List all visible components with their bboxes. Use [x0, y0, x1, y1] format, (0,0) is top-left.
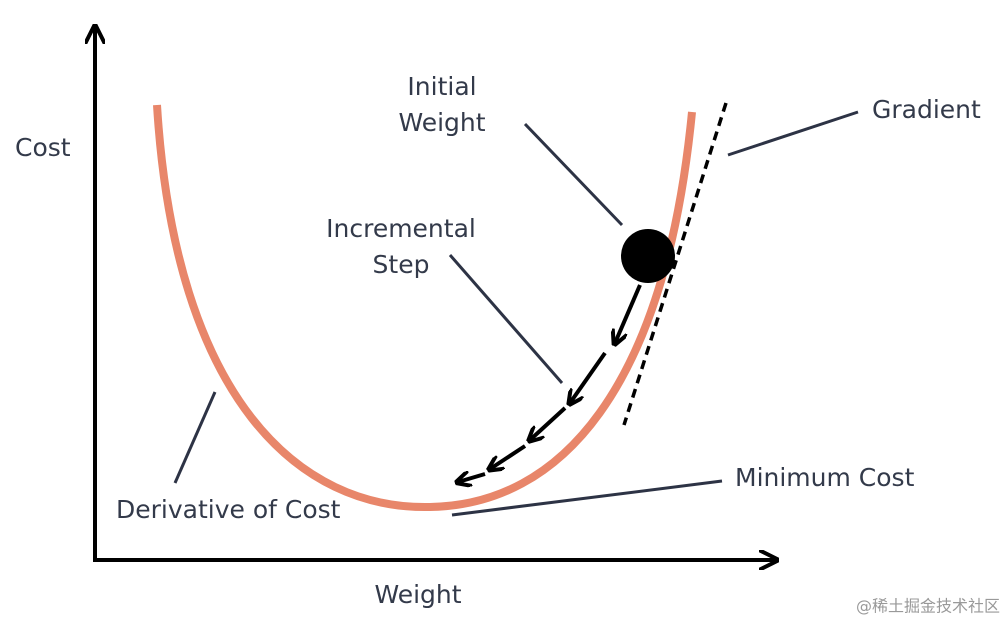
label: Minimum Cost [735, 463, 915, 492]
step-arrow [458, 474, 486, 482]
label: Step [373, 250, 430, 279]
watermark: @稀土掘金技术社区 [856, 597, 1000, 616]
y-axis-label: Cost [15, 133, 71, 162]
label: Incremental [326, 214, 476, 243]
label: Gradient [872, 95, 981, 124]
cost-curve [153, 104, 696, 512]
leader-line [727, 110, 859, 157]
step-arrow [615, 284, 642, 343]
initial-weight-ball [621, 229, 675, 283]
leader-line [451, 479, 723, 517]
step-arrow [490, 444, 527, 469]
x-axis-label: Weight [374, 580, 461, 609]
label: Initial [407, 72, 476, 101]
step-arrow [530, 406, 567, 440]
step-arrow [570, 351, 607, 403]
label: Derivative of Cost [116, 495, 341, 524]
label: Weight [398, 108, 485, 137]
leader-line [523, 122, 624, 227]
leader-line [173, 391, 217, 484]
gradient-tangent [622, 102, 728, 426]
leader-line [448, 254, 564, 384]
